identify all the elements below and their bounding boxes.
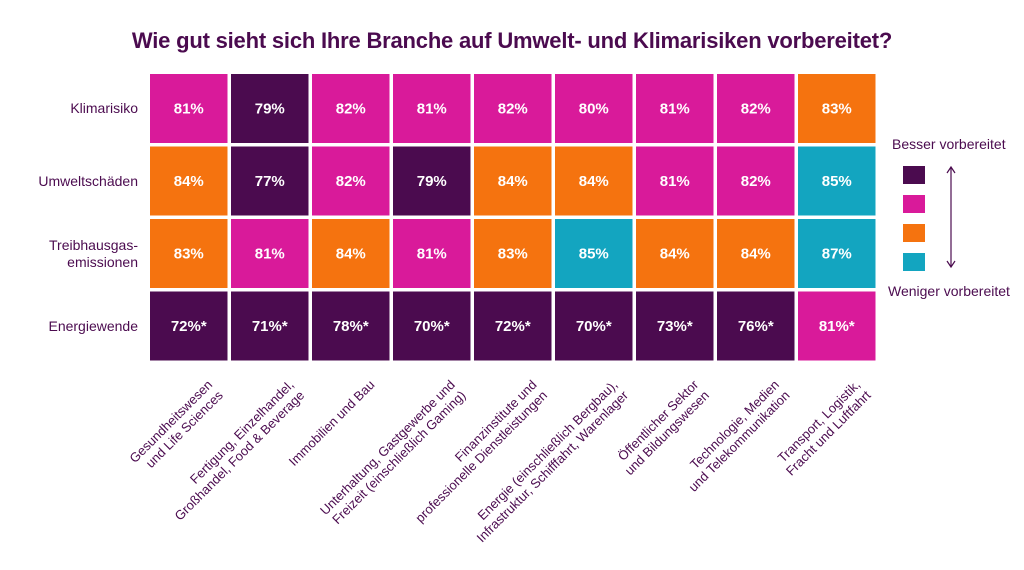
- heatmap-cell: [717, 74, 795, 143]
- heatmap-cell: [231, 74, 309, 143]
- heatmap-cell: [231, 219, 309, 288]
- heatmap-cell: [393, 146, 471, 216]
- legend-swatch: [903, 253, 925, 271]
- heatmap-cell-label: 84%: [741, 246, 771, 263]
- heatmap-cell-label: 84%: [498, 173, 528, 190]
- heatmap-cell-label: 81%: [255, 246, 285, 263]
- heatmap-cell: [150, 74, 228, 143]
- heatmap-cell: [798, 219, 876, 288]
- heatmap-cell-label: 81%: [660, 173, 690, 190]
- legend-top-label: Besser vorbereitet: [892, 136, 1006, 152]
- legend-swatch: [903, 224, 925, 242]
- heatmap-cell-label: 82%: [498, 101, 528, 118]
- heatmap-cell: [798, 291, 876, 361]
- chart-title: Wie gut sieht sich Ihre Branche auf Umwe…: [131, 28, 893, 53]
- heatmap-cell-label: 87%: [822, 246, 852, 263]
- heatmap-cell: [636, 74, 714, 143]
- row-label: Treibhausgas-emissionen: [49, 236, 138, 270]
- legend-swatch: [903, 195, 925, 213]
- heatmap-cell-label: 80%: [579, 101, 609, 118]
- heatmap-cell: [150, 146, 228, 216]
- heatmap-cell: [555, 291, 633, 361]
- legend-bottom-label: Weniger vorbereitet: [888, 283, 1010, 299]
- heatmap-cell-label: 85%: [822, 173, 852, 190]
- heatmap-cell-label: 79%: [255, 101, 285, 118]
- row-label: Klimarisiko: [70, 100, 138, 116]
- row-label: Umweltschäden: [38, 172, 138, 189]
- heatmap-cell: [474, 74, 552, 143]
- heatmap-cell: [798, 146, 876, 216]
- heatmap-cell-label: 81%: [417, 101, 447, 118]
- heatmap-cell-label: 82%: [741, 173, 771, 190]
- heatmap-cell-label: 85%: [579, 246, 609, 263]
- row-label: Energiewende: [48, 317, 138, 334]
- heatmap-cell: [312, 291, 390, 361]
- heatmap-cell-label: 70%*: [414, 318, 450, 335]
- heatmap-cell-label: 82%: [336, 173, 366, 190]
- heatmap-cell: [798, 74, 876, 143]
- heatmap-cell: [717, 219, 795, 288]
- heatmap-cell: [555, 74, 633, 143]
- heatmap-cell: [312, 146, 390, 216]
- heatmap-cell-label: 70%*: [576, 318, 612, 335]
- heatmap-cell-label: 71%*: [252, 318, 288, 335]
- heatmap-cell-label: 84%: [174, 173, 204, 190]
- heatmap-cell: [231, 146, 309, 216]
- heatmap-cell-label: 81%: [660, 101, 690, 118]
- heatmap-cell-label: 81%: [174, 101, 204, 118]
- heatmap-cell-label: 82%: [741, 101, 771, 118]
- heatmap-cell: [474, 146, 552, 216]
- heatmap-cell: [717, 291, 795, 361]
- heatmap-cell: [231, 291, 309, 361]
- heatmap-cell-label: 76%*: [738, 318, 774, 335]
- heatmap-cell: [555, 146, 633, 216]
- heatmap-cell-label: 79%: [417, 173, 447, 190]
- heatmap-cell-label: 84%: [660, 246, 690, 263]
- heatmap-cell-label: 81%: [417, 246, 447, 263]
- legend-double-arrow-icon: [946, 165, 956, 269]
- heatmap-cell-label: 78%*: [333, 318, 369, 335]
- legend-swatch: [903, 166, 925, 184]
- heatmap-cell: [150, 291, 228, 361]
- heatmap-cell: [636, 146, 714, 216]
- heatmap-cell-label: 73%*: [657, 318, 693, 335]
- heatmap-cell-label: 72%*: [495, 318, 531, 335]
- heatmap-cell: [717, 146, 795, 216]
- heatmap-cell-label: 83%: [498, 246, 528, 263]
- heatmap-cell-label: 77%: [255, 173, 285, 190]
- heatmap-cell-label: 81%*: [819, 318, 855, 335]
- heatmap-cell: [636, 291, 714, 361]
- heatmap-cell: [312, 219, 390, 288]
- heatmap-cell-label: 84%: [579, 173, 609, 190]
- heatmap-cell: [474, 291, 552, 361]
- heatmap-cell: [393, 74, 471, 143]
- heatmap-cell: [474, 219, 552, 288]
- heatmap-cell: [393, 291, 471, 361]
- heatmap-cell: [312, 74, 390, 143]
- heatmap-cell: [393, 219, 471, 288]
- heatmap-cell: [150, 219, 228, 288]
- heatmap-cell: [636, 219, 714, 288]
- heatmap-cell-label: 84%: [336, 246, 366, 263]
- heatmap-cell-label: 83%: [174, 246, 204, 263]
- heatmap-cell: [555, 219, 633, 288]
- heatmap-cell-label: 72%*: [171, 318, 207, 335]
- heatmap-cell-label: 83%: [822, 101, 852, 118]
- heatmap-cell-label: 82%: [336, 101, 366, 118]
